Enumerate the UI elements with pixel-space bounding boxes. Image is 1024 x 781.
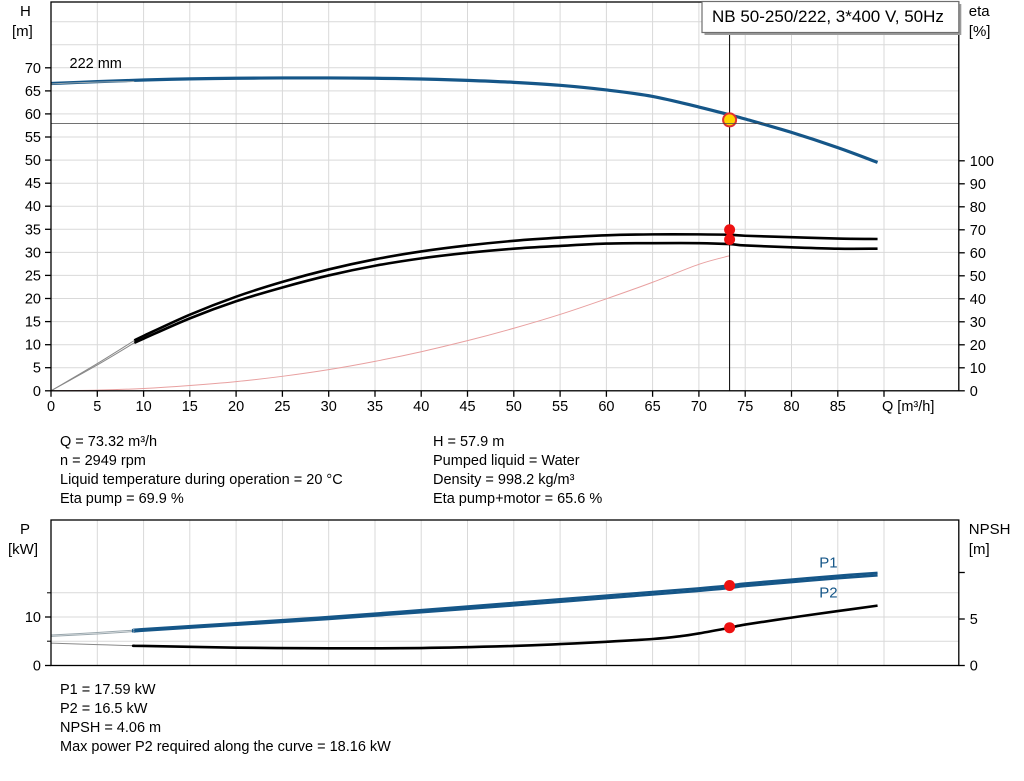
svg-text:10: 10 [25,610,41,626]
svg-text:10: 10 [970,361,986,377]
svg-text:[m]: [m] [969,541,990,558]
svg-text:55: 55 [552,399,568,415]
svg-text:P1: P1 [819,554,837,571]
svg-text:5: 5 [970,612,978,628]
svg-text:60: 60 [598,399,614,415]
svg-text:20: 20 [228,399,244,415]
svg-text:75: 75 [737,399,753,415]
svg-text:50: 50 [506,399,522,415]
svg-text:45: 45 [25,176,41,192]
svg-text:NPSH: NPSH [969,521,1011,538]
svg-text:85: 85 [830,399,846,415]
svg-text:0: 0 [970,659,978,675]
svg-text:40: 40 [413,399,429,415]
svg-text:45: 45 [459,399,475,415]
svg-text:Q [m³/h]: Q [m³/h] [882,399,934,415]
svg-text:70: 70 [970,223,986,239]
svg-text:[m]: [m] [12,23,33,40]
svg-text:20: 20 [970,338,986,354]
svg-text:25: 25 [274,399,290,415]
svg-text:65: 65 [25,84,41,100]
svg-text:P: P [20,521,30,538]
svg-text:25: 25 [25,268,41,284]
svg-text:20: 20 [25,292,41,308]
svg-text:35: 35 [25,222,41,238]
svg-text:40: 40 [970,292,986,308]
svg-text:100: 100 [970,154,994,170]
svg-text:60: 60 [25,107,41,123]
svg-text:70: 70 [25,61,41,77]
svg-text:55: 55 [25,130,41,146]
svg-text:eta: eta [969,3,991,20]
svg-text:50: 50 [25,153,41,169]
svg-text:15: 15 [25,315,41,331]
svg-text:65: 65 [645,399,661,415]
svg-text:60: 60 [970,246,986,262]
svg-text:P2: P2 [819,585,837,602]
svg-text:0: 0 [47,399,55,415]
svg-text:30: 30 [321,399,337,415]
svg-text:5: 5 [33,361,41,377]
svg-text:H: H [20,3,31,20]
svg-text:222 mm: 222 mm [70,56,122,72]
svg-text:15: 15 [182,399,198,415]
svg-text:10: 10 [136,399,152,415]
svg-text:NB 50-250/222, 3*400 V, 50Hz: NB 50-250/222, 3*400 V, 50Hz [712,7,944,26]
svg-text:[%]: [%] [969,23,991,40]
svg-text:10: 10 [25,338,41,354]
svg-text:70: 70 [691,399,707,415]
svg-text:50: 50 [970,269,986,285]
svg-text:40: 40 [25,199,41,215]
svg-text:5: 5 [93,399,101,415]
svg-text:90: 90 [970,177,986,193]
svg-text:[kW]: [kW] [8,541,38,558]
svg-text:80: 80 [970,200,986,216]
svg-text:0: 0 [33,384,41,400]
svg-text:0: 0 [970,384,978,400]
svg-text:30: 30 [970,315,986,331]
svg-text:80: 80 [783,399,799,415]
svg-text:30: 30 [25,245,41,261]
svg-text:0: 0 [33,659,41,675]
svg-text:35: 35 [367,399,383,415]
